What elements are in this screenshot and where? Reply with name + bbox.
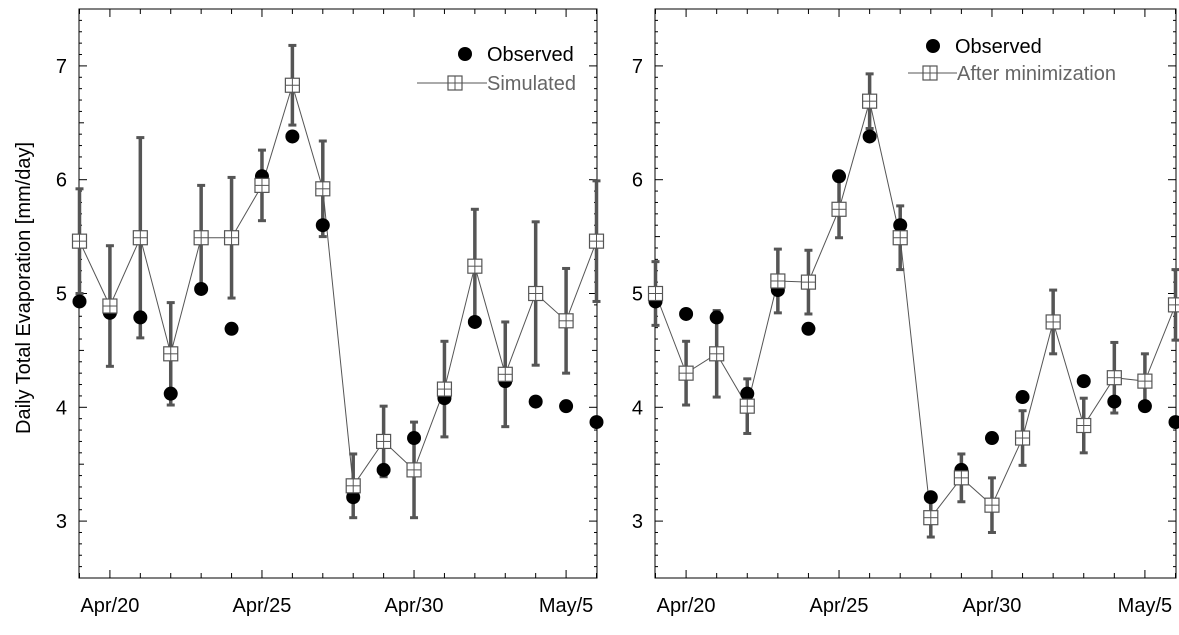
simulated-point xyxy=(801,275,815,289)
y-tick-label: 7 xyxy=(56,56,67,78)
simulated-point xyxy=(316,182,330,196)
simulated-point xyxy=(1046,315,1060,329)
observed-point xyxy=(529,395,543,409)
panel-left: 3 4 5 6 7 Apr/20 Apr/25 Apr/30 May/5 Observed Simu… xyxy=(56,9,604,617)
observed-point xyxy=(893,218,907,232)
observed-point xyxy=(924,490,938,504)
legend-observed-marker xyxy=(458,47,472,61)
simulated-point xyxy=(133,231,147,245)
y-axis-label: Daily Total Evaporation [mm/day] xyxy=(13,142,35,434)
observed-point xyxy=(1016,390,1030,404)
simulated-point xyxy=(1138,374,1152,388)
simulated-point xyxy=(590,234,604,248)
observed-point xyxy=(559,399,573,413)
x-tick-label: Apr/25 xyxy=(810,595,869,617)
simulated-point xyxy=(346,479,360,493)
simulated-line xyxy=(80,85,597,486)
observed-point xyxy=(985,431,999,445)
observed-point xyxy=(73,294,87,308)
y-tick-label: 5 xyxy=(632,284,643,306)
y-tick-label: 6 xyxy=(56,170,67,192)
legend-observed-marker xyxy=(926,39,940,53)
legend-sim-marker xyxy=(923,66,937,80)
simulated-point xyxy=(437,382,451,396)
observed-point xyxy=(164,387,178,401)
simulated-point xyxy=(832,202,846,216)
observed-point xyxy=(316,218,330,232)
x-tick-label: Apr/20 xyxy=(80,595,139,617)
observed-point xyxy=(801,322,815,336)
simulated-point xyxy=(164,347,178,361)
simulated-point xyxy=(924,511,938,525)
simulated-point xyxy=(1107,371,1121,385)
y-tick-label: 3 xyxy=(56,511,67,533)
y-tick-label: 6 xyxy=(632,170,643,192)
x-tick-label: Apr/30 xyxy=(963,595,1022,617)
simulated-point xyxy=(649,287,663,301)
legend: Observed Simulated xyxy=(417,44,576,95)
observed-point xyxy=(225,322,239,336)
legend-sim-label: After minimization xyxy=(957,63,1116,85)
observed-point xyxy=(194,282,208,296)
plot-frame xyxy=(655,9,1176,578)
simulated-point xyxy=(285,78,299,92)
simulated-point xyxy=(194,231,208,245)
observed-point xyxy=(710,310,724,324)
simulated-point xyxy=(679,366,693,380)
simulated-line xyxy=(656,101,1176,518)
legend: Observed After minimization xyxy=(908,36,1116,85)
x-tick-label: Apr/30 xyxy=(385,595,444,617)
panel-right: 3 4 5 6 7 Apr/20 Apr/25 Apr/30 May/5 Observed Afte… xyxy=(632,9,1179,617)
simulated-point xyxy=(954,471,968,485)
y-tick-label: 4 xyxy=(56,397,67,419)
simulated-point xyxy=(407,463,421,477)
simulated-point xyxy=(103,299,117,313)
x-tick-label: Apr/25 xyxy=(233,595,292,617)
observed-point xyxy=(832,169,846,183)
simulated-point xyxy=(863,94,877,108)
y-tick-label: 3 xyxy=(632,511,643,533)
observed-point xyxy=(679,307,693,321)
simulated-point xyxy=(985,498,999,512)
observed-point xyxy=(1077,374,1091,388)
simulated-point xyxy=(710,347,724,361)
observed-point xyxy=(468,315,482,329)
simulated-point xyxy=(377,434,391,448)
observed-point xyxy=(133,310,147,324)
simulated-point xyxy=(559,314,573,328)
observed-point xyxy=(1169,415,1179,429)
y-tick-label: 5 xyxy=(56,284,67,306)
simulated-point xyxy=(498,367,512,381)
legend-observed-label: Observed xyxy=(955,36,1042,58)
simulated-point xyxy=(529,287,543,301)
x-tick-label: Apr/20 xyxy=(657,595,716,617)
y-tick-label: 7 xyxy=(632,56,643,78)
simulated-point xyxy=(1077,419,1091,433)
simulated-point xyxy=(255,178,269,192)
observed-point xyxy=(1107,395,1121,409)
y-tick-label: 4 xyxy=(632,397,643,419)
simulated-point xyxy=(225,231,239,245)
simulated-point xyxy=(1169,298,1179,312)
legend-sim-marker xyxy=(448,76,462,90)
observed-point xyxy=(740,387,754,401)
simulated-point xyxy=(73,234,87,248)
simulated-point xyxy=(771,274,785,288)
observed-point xyxy=(1138,399,1152,413)
observed-point xyxy=(590,415,604,429)
simulated-point xyxy=(1016,431,1030,445)
observed-point xyxy=(285,129,299,143)
simulated-point xyxy=(468,259,482,273)
observed-point xyxy=(407,431,421,445)
x-tick-label: May/5 xyxy=(539,595,593,617)
simulated-point xyxy=(893,231,907,245)
observed-point xyxy=(377,463,391,477)
x-tick-label: May/5 xyxy=(1118,595,1172,617)
legend-sim-label: Simulated xyxy=(487,73,576,95)
observed-point xyxy=(863,129,877,143)
simulated-point xyxy=(740,399,754,413)
legend-observed-label: Observed xyxy=(487,44,574,66)
